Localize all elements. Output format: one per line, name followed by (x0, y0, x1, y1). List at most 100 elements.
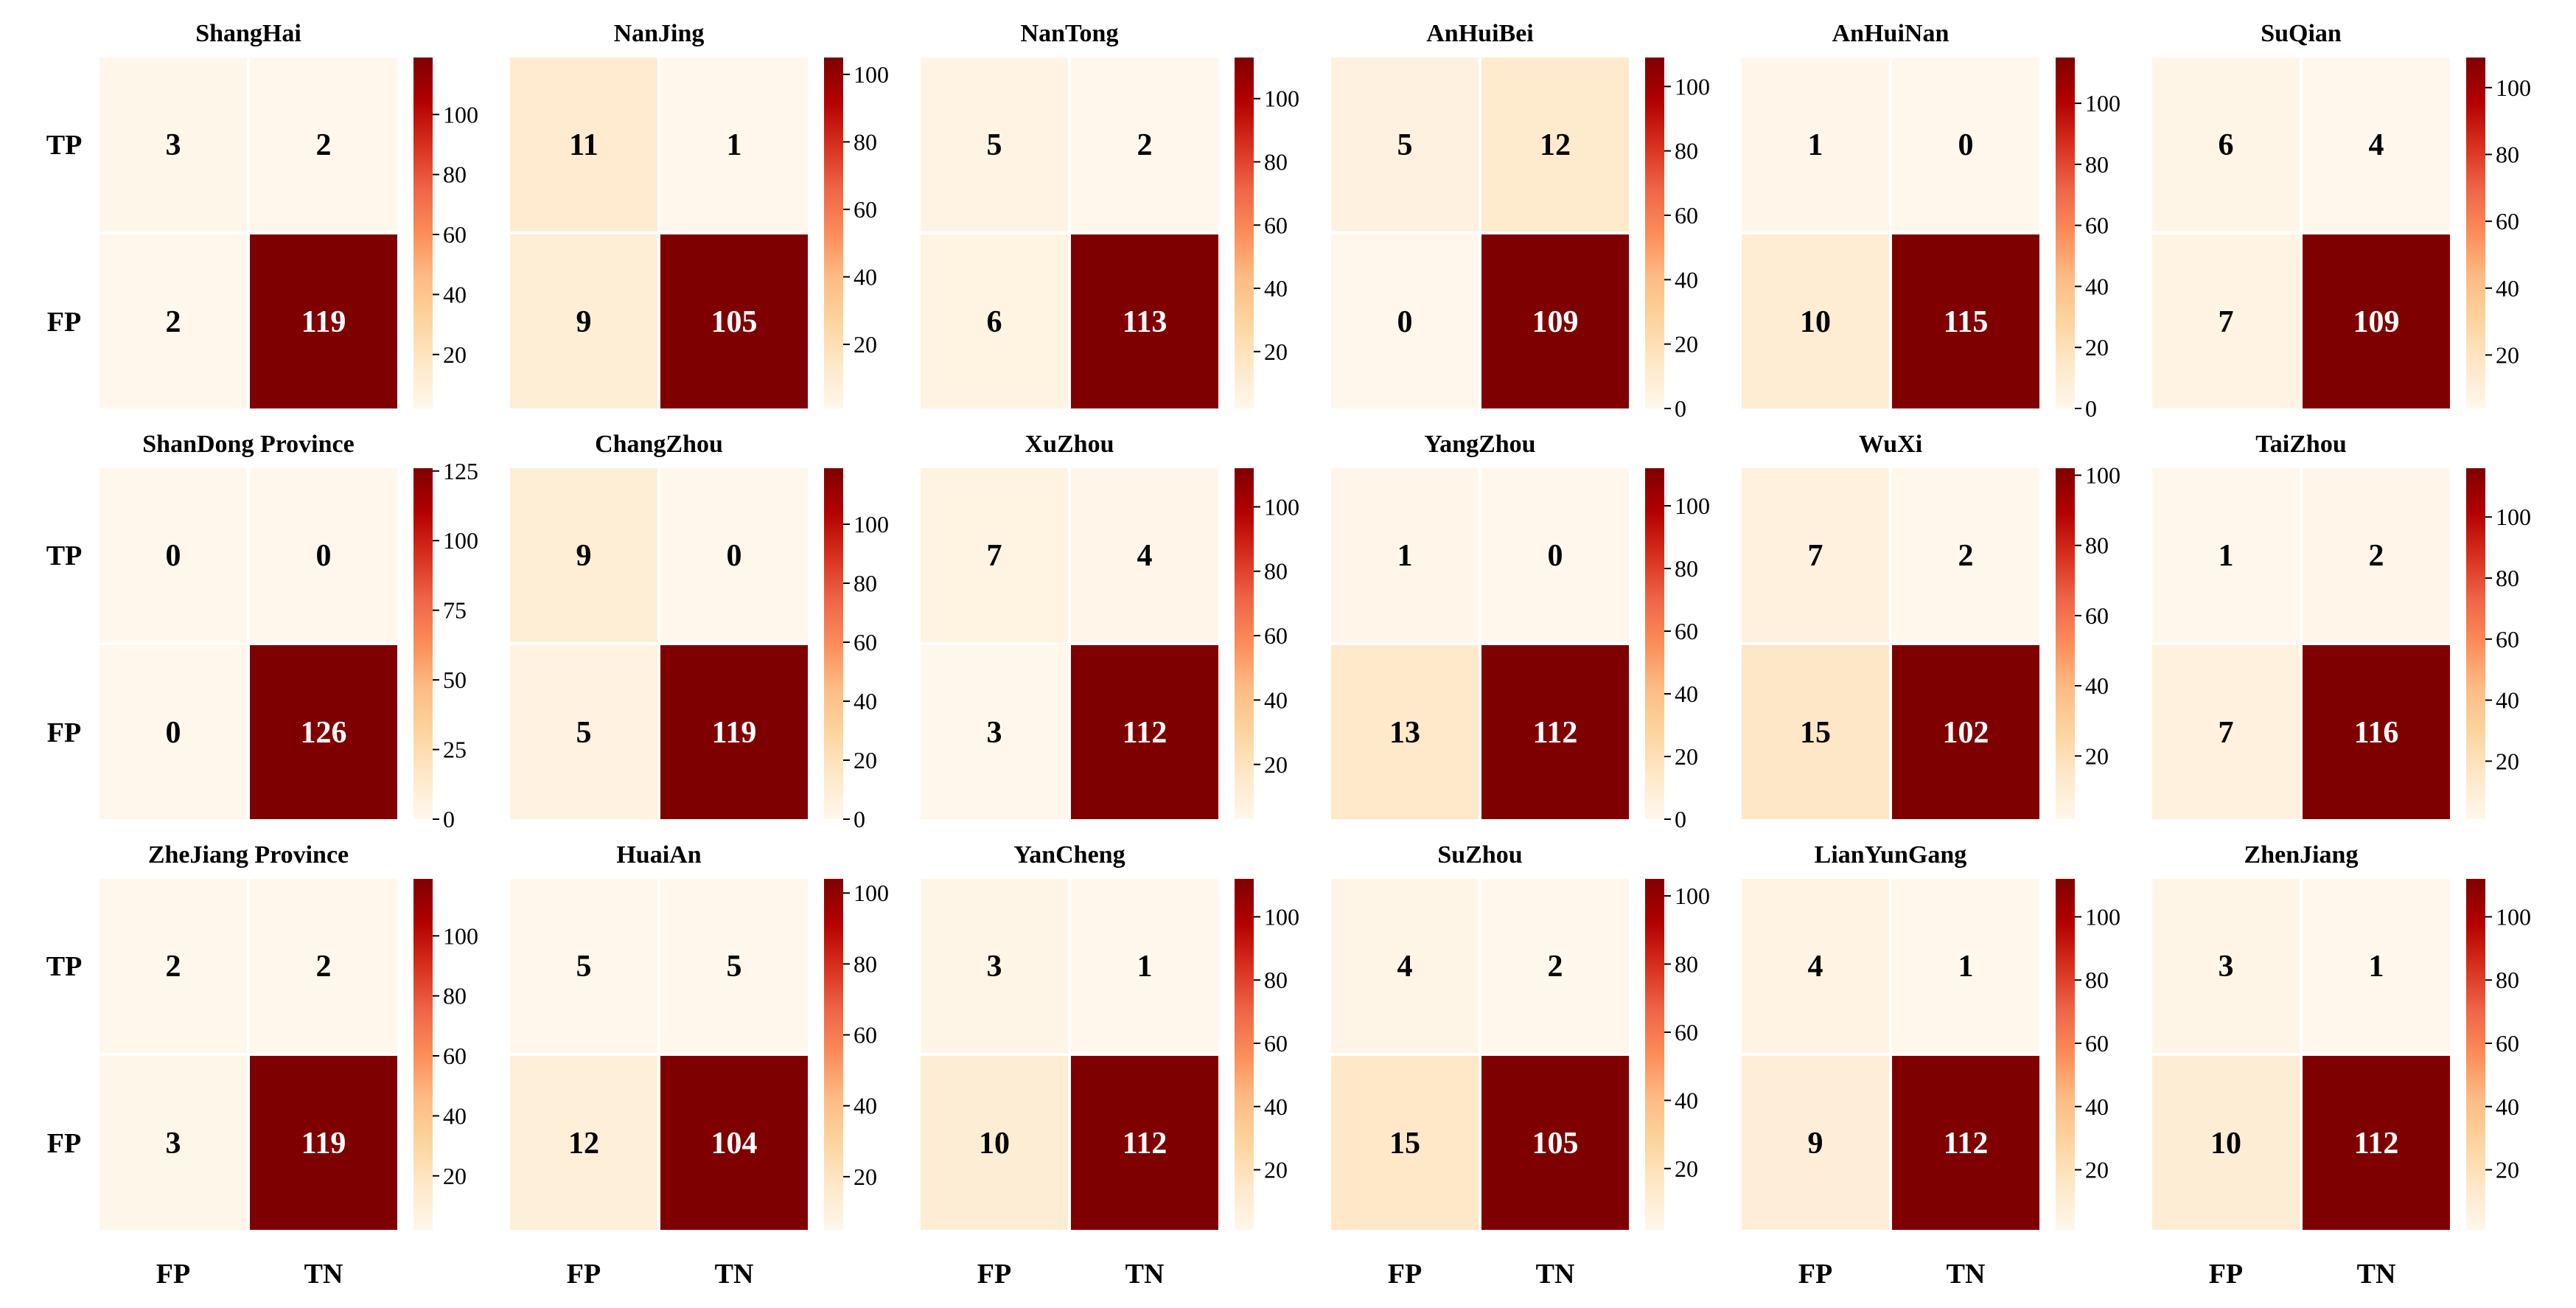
colorbar-tick-label: 80 (2085, 532, 2109, 559)
panel-title: YangZhou (1424, 431, 1535, 458)
cell-value-label: 3 (166, 128, 181, 162)
colorbar-tick-label: 80 (2496, 967, 2519, 993)
row-label: TP (46, 130, 83, 161)
panel-shanghai: ShangHai 3 2 2 119 TP FP 20 40 60 80 100 (46, 20, 478, 408)
colorbar-tick-label: 60 (1675, 618, 1698, 644)
heatmap-cell (510, 879, 657, 1053)
heatmap-cell (250, 58, 397, 232)
panel-title: LianYunGang (1815, 841, 1967, 869)
colorbar (2466, 879, 2485, 1230)
colorbar-tick-label: 80 (1264, 967, 1288, 993)
heatmap-cell (100, 1056, 247, 1230)
colorbar-tick-label: 20 (2085, 334, 2109, 361)
heatmap-cell (510, 468, 657, 642)
heatmap-cell (1742, 645, 1889, 819)
heatmap-cell (1892, 645, 2039, 819)
cell-value-label: 119 (712, 716, 757, 750)
heatmap-cell (100, 879, 247, 1053)
panel-lianyungang: LianYunGang 4 1 9 112 FP TN 20 40 60 80 100 (1742, 841, 2121, 1290)
colorbar-tick-label: 80 (2496, 141, 2519, 167)
heatmap-cell (2303, 1056, 2450, 1230)
heatmap-cell (1742, 468, 1889, 642)
colorbar-tick-label: 20 (1675, 743, 1698, 770)
colorbar-tick-label: 100 (854, 880, 889, 906)
panel-title: SuZhou (1437, 841, 1522, 869)
colorbar-tick-label: 80 (1675, 138, 1698, 164)
heatmap-cell (1742, 234, 1889, 408)
heatmap-cell (1331, 645, 1479, 819)
colorbar-tick-label: 60 (1675, 1019, 1698, 1046)
column-label: FP (1388, 1259, 1422, 1290)
colorbar-tick-label: 60 (443, 1043, 467, 1069)
colorbar-tick-label: 40 (2085, 273, 2109, 299)
cell-value-label: 2 (166, 950, 181, 984)
colorbar (1235, 879, 1254, 1230)
colorbar (2466, 58, 2485, 408)
colorbar-tick-label: 20 (443, 1163, 467, 1189)
colorbar-tick-label: 100 (443, 527, 478, 554)
cell-value-label: 6 (987, 305, 1002, 339)
panel-title: NanJing (614, 20, 705, 47)
heatmap-cell (1892, 1056, 2039, 1230)
panel-title: AnHuiBei (1426, 20, 1533, 47)
heatmap-cell (660, 1056, 808, 1230)
cell-value-label: 104 (711, 1127, 758, 1161)
colorbar-tick-label: 0 (1675, 806, 1686, 832)
colorbar (1235, 468, 1254, 819)
cell-value-label: 5 (727, 950, 742, 984)
heatmap-cell (100, 234, 247, 408)
panel-title: XuZhou (1025, 431, 1114, 458)
column-label: TN (1536, 1259, 1575, 1290)
colorbar-tick-label: 20 (854, 1163, 877, 1190)
colorbar-tick-label: 20 (1264, 1157, 1288, 1183)
colorbar-tick-label: 80 (2085, 151, 2109, 178)
heatmap-cell (1331, 1056, 1479, 1230)
colorbar-tick-label: 40 (2496, 687, 2519, 714)
heatmap-cell (1481, 468, 1629, 642)
heatmap-cell (100, 468, 247, 642)
colorbar-tick-label: 40 (854, 688, 877, 714)
colorbar-tick-label: 20 (1264, 751, 1288, 778)
colorbar-tick-label: 50 (443, 667, 467, 693)
cell-value-label: 0 (1548, 539, 1563, 573)
colorbar-tick-label: 100 (2496, 74, 2531, 101)
colorbar (413, 468, 433, 819)
heatmap-cell (100, 58, 247, 232)
colorbar-tick-label: 20 (1675, 331, 1698, 358)
colorbar-tick-label: 80 (2496, 565, 2519, 591)
cell-value-label: 112 (1533, 716, 1578, 750)
colorbar-tick-label: 80 (1264, 558, 1288, 585)
cell-value-label: 2 (316, 128, 332, 162)
heatmap-cell (250, 468, 397, 642)
heatmap-cell (2152, 58, 2300, 232)
heatmap-cell (2152, 468, 2300, 642)
colorbar-tick-label: 40 (2496, 275, 2519, 302)
panel-title: YanCheng (1013, 841, 1125, 869)
colorbar-tick-label: 100 (1264, 86, 1299, 112)
heatmap-cell (1071, 234, 1218, 408)
panel-title: NanTong (1021, 20, 1119, 47)
cell-value-label: 112 (2354, 1127, 2399, 1161)
cell-value-label: 1 (1397, 539, 1413, 573)
heatmap-cell (1071, 58, 1218, 232)
cell-value-label: 2 (1548, 950, 1563, 984)
heatmap-cell (1331, 58, 1479, 232)
colorbar (413, 879, 433, 1230)
colorbar-tick-label: 100 (443, 101, 478, 128)
colorbar-tick-label: 40 (2085, 672, 2109, 699)
colorbar-tick-label: 100 (443, 922, 478, 949)
column-label: TN (1125, 1259, 1165, 1290)
cell-value-label: 3 (987, 716, 1002, 750)
colorbar-tick-label: 80 (854, 570, 877, 596)
colorbar-tick-label: 60 (2496, 1030, 2519, 1057)
heatmap-cell (921, 234, 1068, 408)
colorbar-tick-label: 60 (1264, 1030, 1288, 1057)
heatmap-cell (2303, 58, 2450, 232)
cell-value-label: 2 (316, 950, 332, 984)
colorbar-tick-label: 80 (2085, 967, 2109, 993)
panel-taizhou: TaiZhou 1 2 7 116 20 40 60 80 100 (2152, 431, 2531, 819)
panel-shandong-province: ShanDong Province 0 0 0 126 TP FP 0 25 50 75 100 125 (46, 431, 478, 832)
cell-value-label: 9 (576, 539, 592, 573)
